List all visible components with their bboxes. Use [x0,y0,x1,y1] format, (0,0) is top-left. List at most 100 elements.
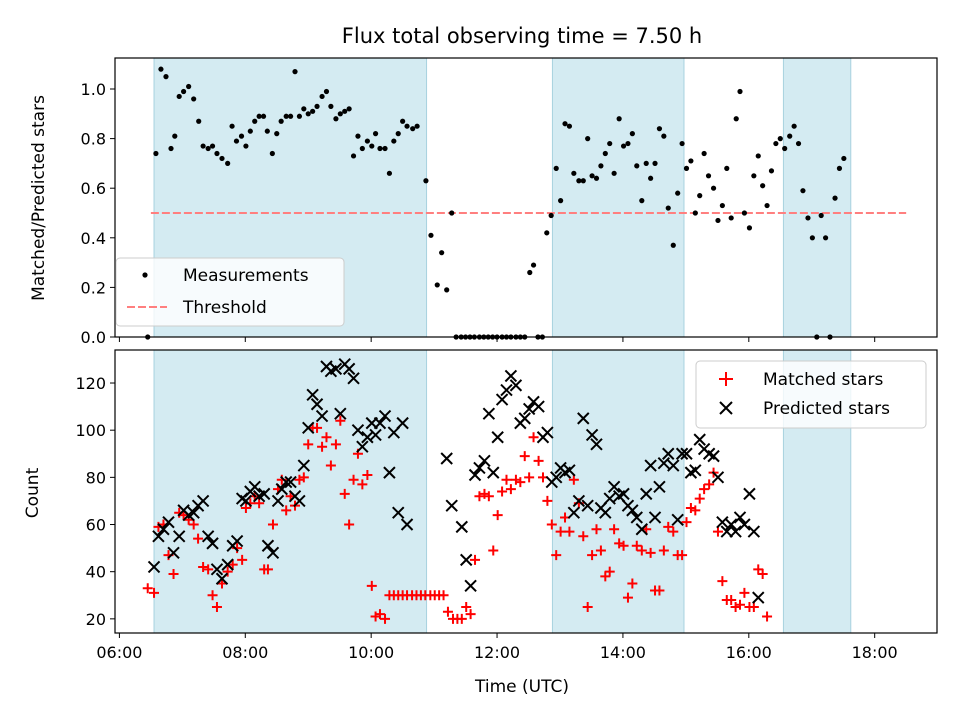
legend-measurements-marker [142,272,148,278]
measurement-point [679,140,685,147]
predicted-star-point [329,362,343,376]
measurement-point [715,217,721,224]
bottom-x-tick-label: 18:00 [852,643,898,662]
predicted-star-point [478,454,491,468]
bottom-x-tick-label: 06:00 [96,643,142,662]
predicted-star-point [215,572,229,585]
matched-star-point [762,611,773,622]
matched-star-point [631,540,642,551]
measurement-point [274,131,280,137]
matched-star-point [488,545,499,556]
matched-star-point [474,491,485,502]
measurement-point [782,145,788,152]
predicted-star-point [261,539,275,552]
measurement-point [400,118,406,124]
predicted-star-point [396,416,409,430]
matched-star-point [330,439,341,450]
measurement-point [191,96,197,102]
measurement-point [219,155,225,162]
matched-star-point [344,519,355,530]
matched-star-point [524,472,535,483]
measurement-point [247,128,253,134]
measurement-point [634,163,640,169]
matched-star-point [312,422,323,433]
matched-stars-series [142,415,773,624]
bottom-x-tick-label: 10:00 [348,643,394,662]
predicted-star-point [733,511,747,524]
measurement-point [264,128,270,134]
bottom-x-tick-label: 08:00 [222,643,268,662]
predicted-star-point [707,449,720,463]
predicted-star-point [630,511,643,524]
matched-star-point [222,566,233,577]
measurement-point [841,155,847,162]
measurement-point [205,145,211,152]
measurement-point [710,185,717,191]
predicted-star-point [693,433,706,446]
top-y-tick-label: 1.0 [81,80,106,99]
measurement-point [386,170,393,176]
measurement-point [172,133,178,139]
measurement-point [158,66,164,72]
measurement-point [643,160,649,166]
measurement-point [333,116,339,122]
measurement-point [301,106,307,112]
measurement-point [359,145,365,152]
top-shaded-interval [551,57,685,338]
top-legend: Measurements Threshold [115,257,345,327]
matched-star-point [739,587,750,598]
predicted-star-point [293,494,306,508]
measurement-point [589,173,595,179]
matched-star-point [483,491,494,502]
measurement-point [553,165,559,171]
measurement-point [558,198,564,204]
predicted-star-point [459,553,473,567]
matched-star-point [757,569,768,580]
predicted-star-point [644,459,657,472]
predicted-star-point [590,438,603,451]
measurement-point [214,150,220,157]
measurement-point [186,83,192,90]
measurement-point [181,88,187,95]
measurement-point [428,232,434,238]
matched-star-point [622,592,633,603]
measurement-point [283,113,289,119]
measurement-point [350,153,357,159]
matched-star-point [188,519,199,530]
predicted-star-point [315,409,329,423]
measurement-point [233,138,240,144]
predicted-star-point [187,506,200,519]
predicted-star-point [487,466,500,479]
top-plot-frame [114,57,938,338]
top-y-tick-label: 0.2 [81,278,106,297]
bottom-x-tick-label: 16:00 [726,643,772,662]
predicted-star-point [541,426,554,439]
measurement-point [364,138,370,144]
matched-star-point [694,493,705,504]
bottom-y-axis-label: Count [23,467,43,518]
matched-star-point [609,524,620,535]
predicted-star-point [152,530,165,543]
predicted-star-point [671,513,684,527]
matched-star-point [546,519,557,530]
measurement-point [153,150,159,157]
measurement-point [737,88,743,95]
predicted-star-point [532,400,545,413]
measurement-point [576,178,582,184]
matched-star-point [149,587,160,598]
measurement-point [355,133,361,139]
measurement-point [168,145,174,152]
measurement-point [382,145,388,152]
measurement-point [773,140,779,147]
predicted-star-point [275,482,288,496]
predicted-star-point [729,525,742,538]
measurement-point [652,160,658,166]
measurement-point [566,123,573,129]
bottom-x-axis-label: Time (UTC) [474,677,569,697]
matched-star-point [465,609,476,620]
bottom-y-axis-ticks: 20 40 60 80 100 120 [75,374,115,629]
matched-star-point [317,441,328,452]
measurement-point [404,123,410,129]
predicted-star-point [752,591,765,604]
legend-matched-label: Matched stars [763,370,883,390]
